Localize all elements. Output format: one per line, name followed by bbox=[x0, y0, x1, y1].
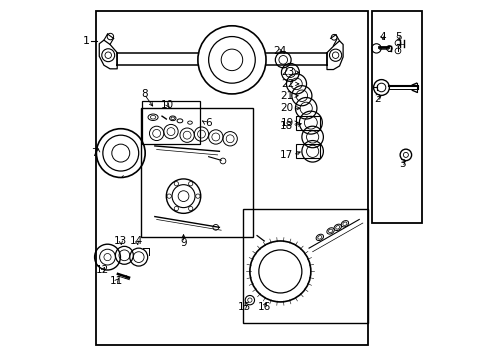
Text: 2: 2 bbox=[373, 94, 380, 104]
Text: 12: 12 bbox=[96, 265, 109, 275]
Bar bbox=[371, 12, 421, 223]
Bar bbox=[242, 209, 367, 323]
Text: 9: 9 bbox=[180, 238, 186, 248]
Bar bbox=[140, 108, 253, 237]
Text: 5: 5 bbox=[395, 32, 401, 41]
Text: 3: 3 bbox=[398, 159, 405, 169]
Text: 1: 1 bbox=[83, 36, 90, 46]
Bar bbox=[96, 12, 367, 345]
Bar bbox=[142, 101, 199, 144]
Text: 17: 17 bbox=[279, 150, 292, 160]
Text: 10: 10 bbox=[161, 100, 174, 110]
Text: 20: 20 bbox=[279, 103, 292, 113]
Text: 8: 8 bbox=[141, 89, 147, 99]
Text: 15: 15 bbox=[237, 302, 251, 312]
Text: 18: 18 bbox=[279, 121, 292, 131]
Text: 4: 4 bbox=[379, 32, 385, 41]
Text: 7: 7 bbox=[91, 148, 98, 158]
Text: 22: 22 bbox=[281, 79, 294, 89]
Text: 19: 19 bbox=[280, 118, 293, 128]
Text: 6: 6 bbox=[204, 118, 211, 128]
Text: 21: 21 bbox=[280, 91, 293, 101]
Text: 16: 16 bbox=[257, 302, 270, 312]
Bar bbox=[296, 144, 319, 158]
Text: 23: 23 bbox=[281, 67, 294, 77]
Text: 14: 14 bbox=[130, 236, 143, 246]
Text: 13: 13 bbox=[114, 236, 127, 246]
Bar bbox=[296, 116, 319, 130]
Text: 24: 24 bbox=[273, 46, 286, 56]
Text: 11: 11 bbox=[110, 276, 123, 286]
